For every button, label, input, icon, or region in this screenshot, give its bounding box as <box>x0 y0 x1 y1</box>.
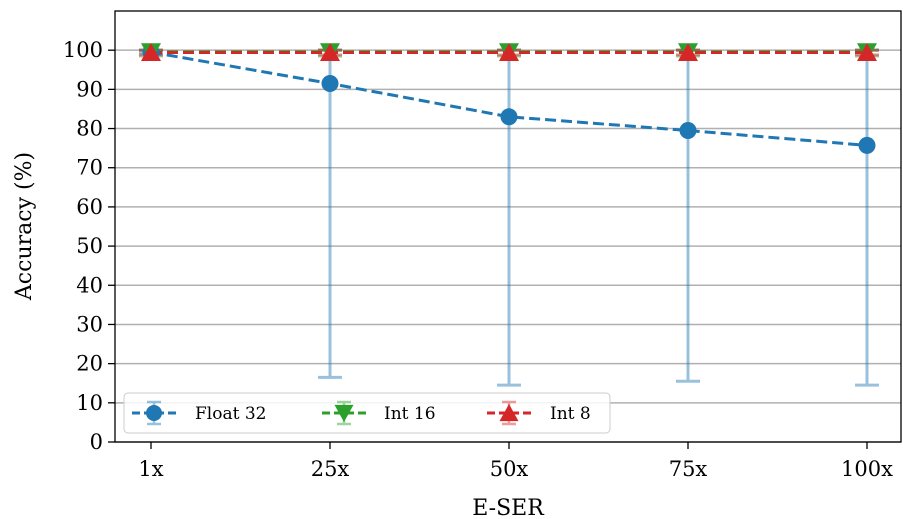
legend-marker <box>499 403 519 422</box>
error-bars <box>139 48 879 387</box>
data-point-int-8 <box>320 43 340 62</box>
error-bar <box>676 48 700 383</box>
y-tick-label: 40 <box>76 273 103 297</box>
error-bar <box>497 48 521 387</box>
y-tick-label: 90 <box>76 77 103 101</box>
legend-entry-int-8: Int 8 <box>487 400 591 426</box>
y-axis-label: Accuracy (%) <box>12 152 37 301</box>
legend-label: Float 32 <box>195 404 266 424</box>
x-tick-label: 1x <box>138 457 163 481</box>
error-bar <box>318 48 342 379</box>
y-axis-ticks: 0 10 20 30 40 50 60 70 80 90 100 <box>63 38 115 454</box>
y-tick-label: 30 <box>76 312 103 336</box>
y-tick-label: 20 <box>76 352 103 376</box>
data-point-int-8 <box>141 43 161 62</box>
legend-marker <box>334 404 354 423</box>
plot-frame <box>114 10 902 443</box>
y-tick-label: 10 <box>76 391 103 415</box>
series-line-float-32 <box>150 50 868 147</box>
legend: Float 32 Int 16 Int 8 <box>123 392 611 434</box>
data-point-int-8 <box>678 43 698 62</box>
x-tick-label: 25x <box>311 457 350 481</box>
data-point-int-8 <box>499 43 519 62</box>
error-bar <box>855 48 879 387</box>
data-point-float-32 <box>679 122 697 140</box>
y-tick-label: 70 <box>76 156 103 180</box>
series-markers <box>141 43 877 154</box>
x-axis-label: E-SER <box>472 496 545 519</box>
x-tick-label: 75x <box>669 457 708 481</box>
y-tick-label: 60 <box>76 195 103 219</box>
y-tick-label: 100 <box>63 38 103 62</box>
legend-label: Int 16 <box>384 404 436 424</box>
x-tick-label: 50x <box>490 457 529 481</box>
y-tick-label: 80 <box>76 117 103 141</box>
x-axis-ticks: 1x 25x 50x 75x 100x <box>138 442 893 481</box>
legend-label: Int 8 <box>550 404 591 424</box>
data-point-int-8 <box>857 43 877 62</box>
data-point-float-32 <box>321 74 339 92</box>
legend-entry-float-32: Float 32 <box>132 400 266 426</box>
y-tick-label: 50 <box>76 234 103 258</box>
data-point-float-32 <box>858 136 876 154</box>
legend-entry-int-16: Int 16 <box>322 400 436 426</box>
x-tick-label: 100x <box>841 457 893 481</box>
y-tick-label: 0 <box>90 430 103 454</box>
data-point-float-32 <box>500 108 518 126</box>
legend-marker <box>146 405 162 421</box>
legend-box <box>123 392 611 434</box>
